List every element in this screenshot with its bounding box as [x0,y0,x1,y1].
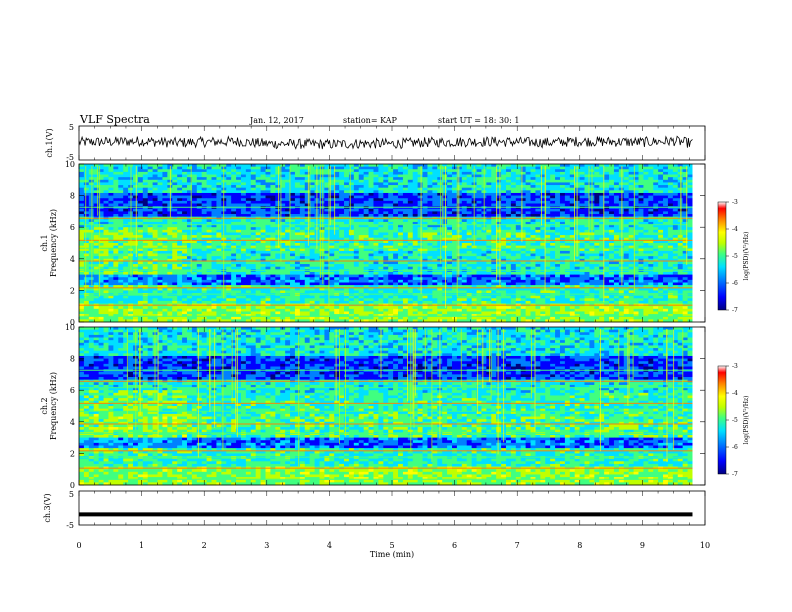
cb2-ticks-label-0: -3 [732,363,738,370]
date-label: Jan. 12, 2017 [249,116,304,125]
cb2-ticks-label-4: -7 [732,471,738,478]
ch2-colorbar [717,365,727,475]
cb1-ticks-label-3: -6 [732,280,738,287]
ch1-ytick-bottom: -5 [66,153,74,162]
ch1-waveform-trace [78,135,693,150]
ch1-freq-label-line2: Frequency (kHz) [49,209,58,277]
figure-title: VLF Spectra [79,113,150,126]
ch3-waveform-panel: 5 -5 ch.3(V) [43,490,706,530]
spec1-yticks-label-3: 6 [70,223,75,232]
time-tick-label-9: 9 [640,541,645,550]
time-tick-label-6: 6 [452,541,457,550]
ch3-ytick-top: 5 [69,490,74,499]
ch2-freq-ticks: 0 2 4 6 8 10 [65,323,705,490]
cb1-ticks-label-2: -5 [732,253,738,260]
ch1-waveform-panel: 5 -5 ch.1(V) [45,123,706,162]
ch2-colorbar-ticks: -3 -4 -5 -6 -7 [726,363,738,478]
ch2-colorbar-label: log(PSD)(V²/Hz) [743,396,750,445]
time-tick-label-1: 1 [139,541,144,550]
spec2-yticks-label-0: 0 [70,481,75,490]
cb2-ticks-label-1: -4 [732,390,738,397]
spec2-yticks-label-5: 10 [65,323,75,332]
cb1-ticks-label-1: -4 [732,226,738,233]
spec2-yticks-label-3: 6 [70,386,75,395]
spec2-yticks-label-4: 8 [70,355,75,364]
time-axis-ticks [78,126,706,525]
time-tick-label-0: 0 [76,541,81,550]
time-tick-label-5: 5 [389,541,394,550]
ch1-ytick-top: 5 [69,123,74,132]
cb2-ticks-label-3: -6 [732,444,738,451]
spec1-yticks-label-0: 0 [70,318,75,327]
ch3-ylabel: ch.3(V) [43,493,52,522]
ch1-spectrogram-image [79,164,705,323]
station-label: station= KAP [343,116,398,125]
ch1-colorbar-ticks: -3 -4 -5 -6 -7 [726,199,738,314]
spec1-yticks-label-4: 8 [70,192,75,201]
spec1-yticks-label-2: 4 [70,255,75,264]
spec2-yticks-label-1: 2 [70,449,75,458]
start-time-label: start UT = 18: 30: 1 [438,116,519,125]
time-tick-label-2: 2 [202,541,207,550]
spec1-yticks-label-5: 10 [65,160,75,169]
ch1-ylabel: ch.1(V) [45,128,54,157]
cb1-ticks-label-0: -3 [732,199,738,206]
ch1-freq-label-line1: ch.1 [40,234,49,251]
time-tick-label-4: 4 [327,541,332,550]
ch2-freq-label-line2: Frequency (kHz) [49,372,58,440]
ch2-spectrogram-image [79,327,705,486]
ch1-colorbar-label: log(PSD)(V²/Hz) [743,232,750,281]
ch3-ytick-bottom: -5 [66,521,74,530]
time-tick-label-10: 10 [700,541,710,550]
time-axis-label: Time (min) [370,550,414,559]
ch3-waveform-frame [78,490,706,526]
time-tick-label-8: 8 [577,541,582,550]
cb2-ticks-label-2: -5 [732,417,738,424]
cb1-ticks-label-4: -7 [732,307,738,314]
ch1-freq-ticks: 0 2 4 6 8 10 [65,160,705,327]
time-tick-label-7: 7 [515,541,520,550]
time-tick-label-3: 3 [264,541,269,550]
spec2-yticks-label-2: 4 [70,418,75,427]
spec1-yticks-label-1: 2 [70,286,75,295]
ch2-freq-label-line1: ch.2 [40,397,49,414]
ch1-colorbar [717,201,727,311]
time-axis-tick-labels: 0 1 2 3 4 5 6 7 8 9 10 [76,541,710,550]
